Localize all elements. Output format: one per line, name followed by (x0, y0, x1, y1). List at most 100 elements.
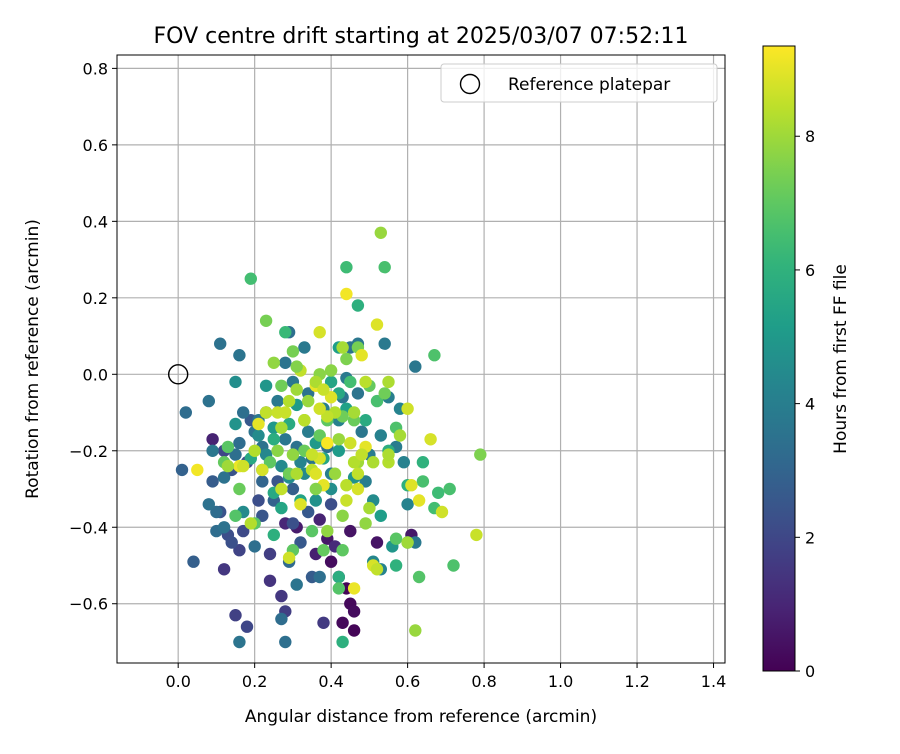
data-point (324, 498, 338, 511)
data-point (282, 551, 296, 564)
y-axis-ticks: −0.6 −0.4 −0.2 0.0 0.2 0.4 0.6 0.8 (69, 59, 117, 614)
x-tick-label: 0.8 (471, 672, 496, 691)
data-point (363, 501, 376, 515)
data-point (367, 456, 380, 469)
data-point (275, 379, 288, 392)
data-point (252, 417, 265, 431)
data-point (378, 261, 391, 274)
data-point (332, 444, 345, 457)
data-point (401, 536, 414, 549)
data-point (321, 410, 334, 423)
data-point (233, 349, 246, 362)
data-point (298, 414, 311, 427)
y-tick-label: −0.4 (69, 518, 108, 537)
data-point (313, 429, 326, 442)
data-point (275, 501, 288, 515)
data-point (271, 406, 284, 419)
data-point (187, 555, 200, 568)
data-point (290, 467, 303, 480)
data-point (233, 436, 246, 450)
data-point (355, 448, 368, 461)
data-point (344, 524, 357, 538)
data-point (370, 394, 384, 408)
data-point (302, 505, 315, 519)
data-point (409, 360, 422, 373)
data-point (401, 498, 414, 511)
data-point (340, 352, 353, 366)
data-point (290, 383, 303, 396)
data-point (336, 635, 349, 649)
data-point (374, 429, 387, 442)
data-point (275, 459, 288, 473)
legend-label: Reference platepar (508, 75, 670, 95)
data-point (279, 635, 292, 649)
data-point (244, 272, 257, 285)
data-point (382, 448, 395, 461)
data-point (443, 482, 456, 496)
data-point (309, 482, 322, 496)
data-point (405, 479, 418, 492)
legend: Reference platepar (440, 63, 718, 103)
data-point (259, 379, 273, 392)
data-point (267, 356, 280, 369)
colorbar-gradient (762, 45, 796, 672)
data-point (233, 482, 246, 496)
x-tick-label: 0.6 (395, 672, 420, 691)
data-point (347, 582, 361, 595)
colorbar-tick-label: 4 (805, 395, 815, 414)
data-point (313, 326, 326, 339)
data-point (374, 226, 387, 239)
colorbar-tick-label: 6 (805, 261, 815, 280)
data-point (347, 624, 361, 637)
data-point (359, 375, 372, 389)
y-tick-label: −0.2 (69, 442, 108, 461)
data-point (340, 479, 353, 492)
data-point (359, 517, 372, 530)
data-point (179, 406, 192, 419)
data-point (263, 574, 277, 587)
data-point (470, 528, 483, 542)
data-point (324, 375, 338, 389)
data-point (210, 505, 223, 519)
data-point (282, 394, 296, 408)
data-point (240, 620, 254, 633)
data-point (256, 475, 269, 488)
data-point (328, 467, 342, 480)
data-point (237, 459, 250, 473)
data-point (214, 337, 227, 350)
data-point (474, 448, 487, 461)
data-point (309, 375, 322, 389)
data-point (309, 494, 322, 507)
data-point (286, 517, 300, 530)
data-point (298, 341, 311, 354)
x-tick-label: 1.0 (548, 672, 573, 691)
data-point (313, 513, 326, 526)
data-point (336, 544, 349, 557)
data-point (351, 482, 365, 496)
data-point (317, 383, 330, 396)
data-point (202, 394, 215, 408)
data-point (294, 456, 307, 469)
data-point (221, 440, 235, 454)
data-point (351, 467, 365, 480)
data-point (286, 482, 300, 496)
data-point (347, 605, 361, 618)
x-tick-label: 1.4 (701, 672, 726, 691)
y-tick-label: 0.8 (83, 59, 108, 78)
data-point (416, 456, 430, 469)
data-point (233, 635, 246, 649)
data-point (221, 459, 235, 473)
data-point (259, 314, 273, 327)
data-point (263, 456, 277, 469)
chart-title: FOV centre drift starting at 2025/03/07 … (154, 24, 689, 49)
data-point (313, 402, 326, 415)
data-point (305, 524, 319, 538)
y-tick-label: 0.0 (83, 365, 108, 384)
data-point (290, 360, 303, 373)
data-point (206, 475, 219, 488)
data-point (332, 582, 345, 595)
data-point (206, 433, 219, 446)
grid-lines (117, 55, 725, 663)
